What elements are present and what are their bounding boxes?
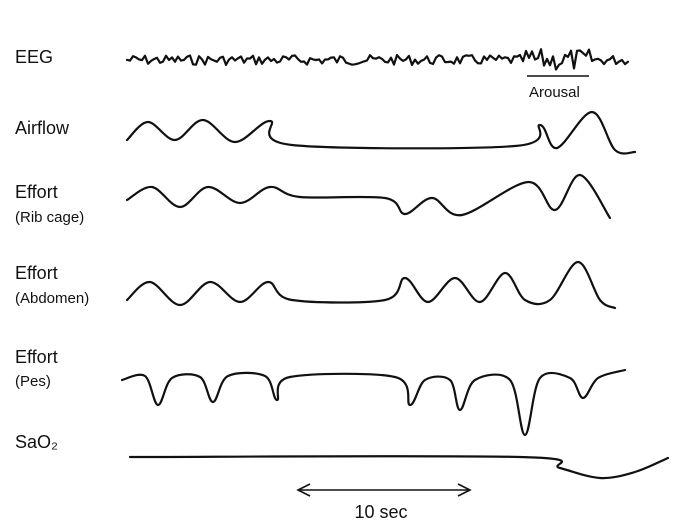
abdomen-trace [125,260,617,310]
trace-sublabel: (Rib cage) [15,209,84,226]
trace-label: Effort [15,182,58,202]
sao2-trace [128,455,670,480]
airflow-trace [125,110,637,155]
annotation: Arousal [529,84,580,101]
trace-sublabel: (Pes) [15,373,51,390]
trace-label: EEG [15,47,53,67]
eeg-trace [125,48,630,71]
traces [120,48,670,480]
trace-label: Effort [15,263,58,283]
scale-label: 10 sec [354,502,407,522]
arrow-heads [296,483,472,497]
ribcage-trace [125,173,612,220]
trace-label: Airflow [15,118,70,138]
trace-label: SaO₂ [15,432,58,452]
trace-sublabel: (Abdomen) [15,290,89,307]
pes-trace [120,368,627,437]
trace-label: Effort [15,347,58,367]
